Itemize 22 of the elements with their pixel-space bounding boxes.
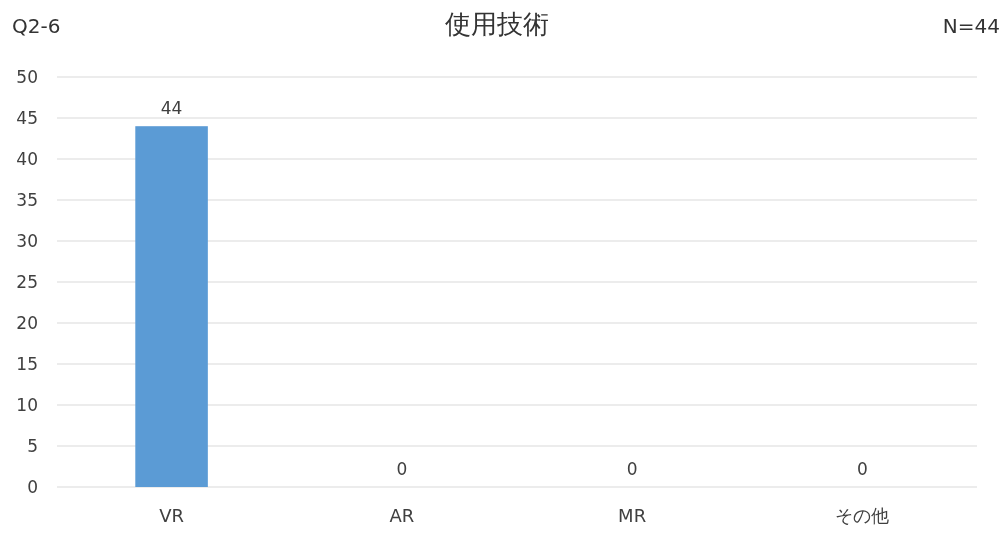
data-label: 0 (857, 459, 868, 479)
y-tick-label: 45 (16, 107, 38, 128)
text: N=44 (942, 14, 1000, 38)
data-label: 0 (626, 459, 638, 479)
y-tick-label: 40 (16, 148, 38, 169)
x-tick-label: VR (159, 505, 184, 526)
y-tick-label: 0 (27, 476, 38, 497)
y-tick-label: 10 (16, 394, 38, 415)
x-tick-label: その他 (835, 505, 890, 526)
x-tick-label: MR (618, 505, 647, 526)
x-tick-label: AR (389, 505, 415, 526)
y-tick-label: 25 (16, 271, 38, 292)
y-tick-label: 50 (16, 66, 38, 87)
y-tick-label: 15 (16, 353, 38, 374)
chart-title: 使用技術 (445, 9, 549, 39)
data-label: 44 (160, 98, 183, 119)
text: Q2-6 (12, 14, 61, 38)
y-tick-label: 20 (16, 312, 38, 333)
y-tick-label: 5 (27, 435, 38, 456)
y-tick-label: 30 (16, 230, 38, 251)
y-tick-label: 35 (16, 189, 38, 210)
data-label: 0 (396, 459, 408, 479)
